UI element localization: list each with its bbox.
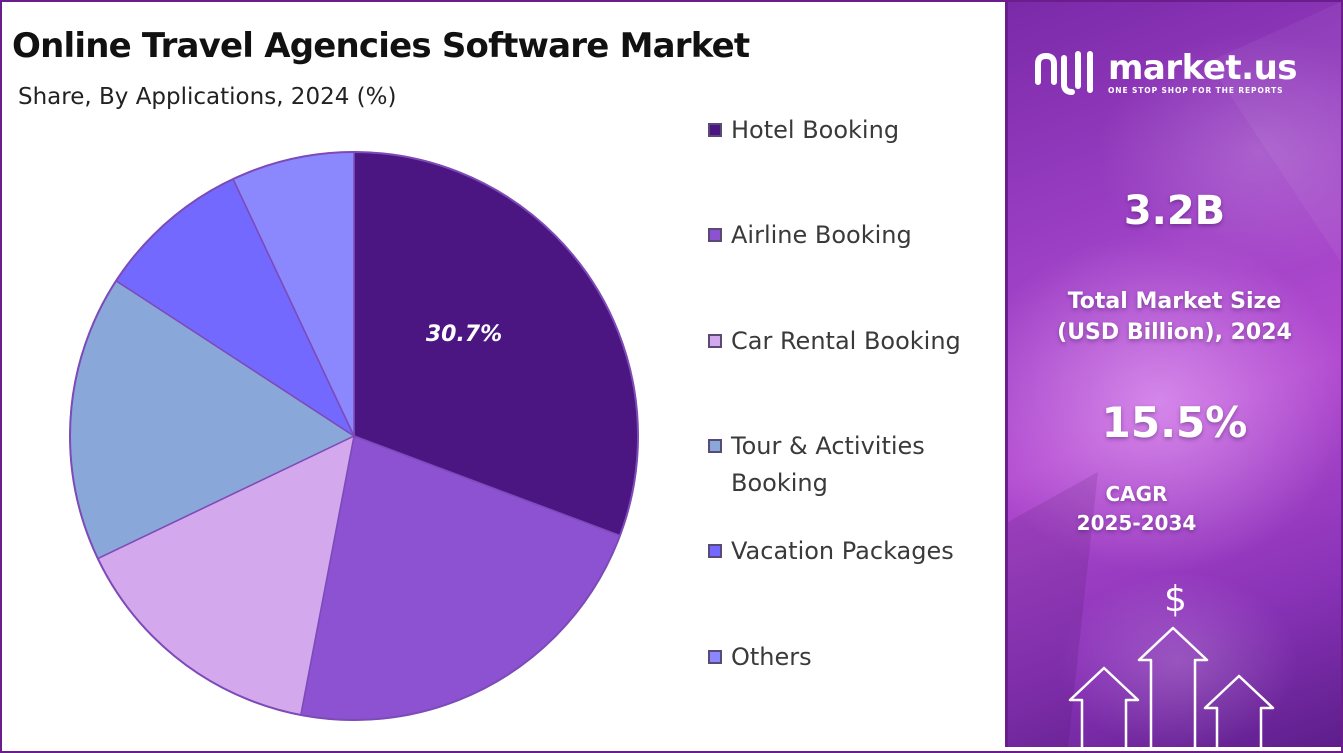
legend-swatch — [708, 438, 722, 453]
market-us-logo: market.us ONE STOP SHOP FOR THE REPORTS — [1032, 46, 1298, 98]
cagr-value: 15.5% — [1101, 398, 1248, 447]
market-us-logo-icon — [1035, 51, 1093, 95]
market-size-label-line2: (USD Billion), 2024 — [1057, 320, 1292, 345]
cagr-label: CAGR 2025-2034 — [1008, 480, 1303, 538]
legend-label-line: Hotel Booking — [731, 116, 900, 144]
legend-label: Vacation Packages — [731, 533, 981, 570]
background-decoration — [1008, 2, 1341, 747]
legend-swatch — [708, 544, 722, 559]
market-size-label-line1: Total Market Size — [1067, 289, 1282, 314]
legend-item: Tour & Activities Booking — [708, 428, 981, 502]
chart-panel: Online Travel Agencies Software Market S… — [2, 2, 1005, 747]
chart-subtitle: Share, By Applications, 2024 (%) — [18, 84, 397, 110]
legend-item: Hotel Booking — [708, 112, 981, 149]
legend-label: Others — [731, 639, 981, 676]
legend-label: Airline Booking — [731, 217, 981, 254]
legend-label: Hotel Booking — [731, 112, 981, 149]
pie-chart: 30.7% — [69, 151, 639, 721]
legend-label-line: Vacation Packages — [731, 537, 954, 566]
panel-divider — [1005, 2, 1008, 747]
logo-tagline: ONE STOP SHOP FOR THE REPORTS — [1108, 85, 1284, 95]
chart-title: Online Travel Agencies Software Market — [12, 26, 750, 66]
legend-swatch — [708, 333, 722, 348]
dollar-icon: $ — [1164, 579, 1187, 620]
pie-outline — [69, 151, 639, 721]
legend-swatch — [708, 649, 722, 664]
market-size-label: Total Market Size (USD Billion), 2024 — [1008, 286, 1341, 348]
cagr-label-line1: CAGR — [1105, 482, 1168, 506]
legend-label-line: Airline Booking — [731, 221, 912, 250]
legend-label: Car Rental Booking — [731, 323, 981, 360]
up-arrow-icon — [1068, 626, 1275, 747]
legend-item: Car Rental Booking — [708, 323, 981, 360]
legend-swatch — [708, 228, 722, 243]
legend-item: Vacation Packages — [708, 533, 981, 570]
legend-item: Others — [708, 639, 981, 676]
legend-label-line: Booking — [731, 468, 828, 497]
legend-swatch — [708, 123, 722, 137]
legend-label: Tour & Activities Booking — [731, 428, 981, 502]
legend-item: Airline Booking — [708, 217, 981, 254]
legend-label-line: Car Rental Booking — [731, 326, 961, 355]
summary-sidebar: market.us ONE STOP SHOP FOR THE REPORTS … — [1008, 2, 1341, 747]
cagr-label-line2: 2025-2034 — [1076, 511, 1197, 535]
market-size-value: 3.2B — [1123, 188, 1226, 234]
data-label: 30.7% — [426, 322, 502, 347]
legend-label-line: Others — [731, 642, 812, 671]
logo-name: market.us — [1108, 47, 1298, 88]
legend-label-line: Tour & Activities — [731, 431, 925, 460]
